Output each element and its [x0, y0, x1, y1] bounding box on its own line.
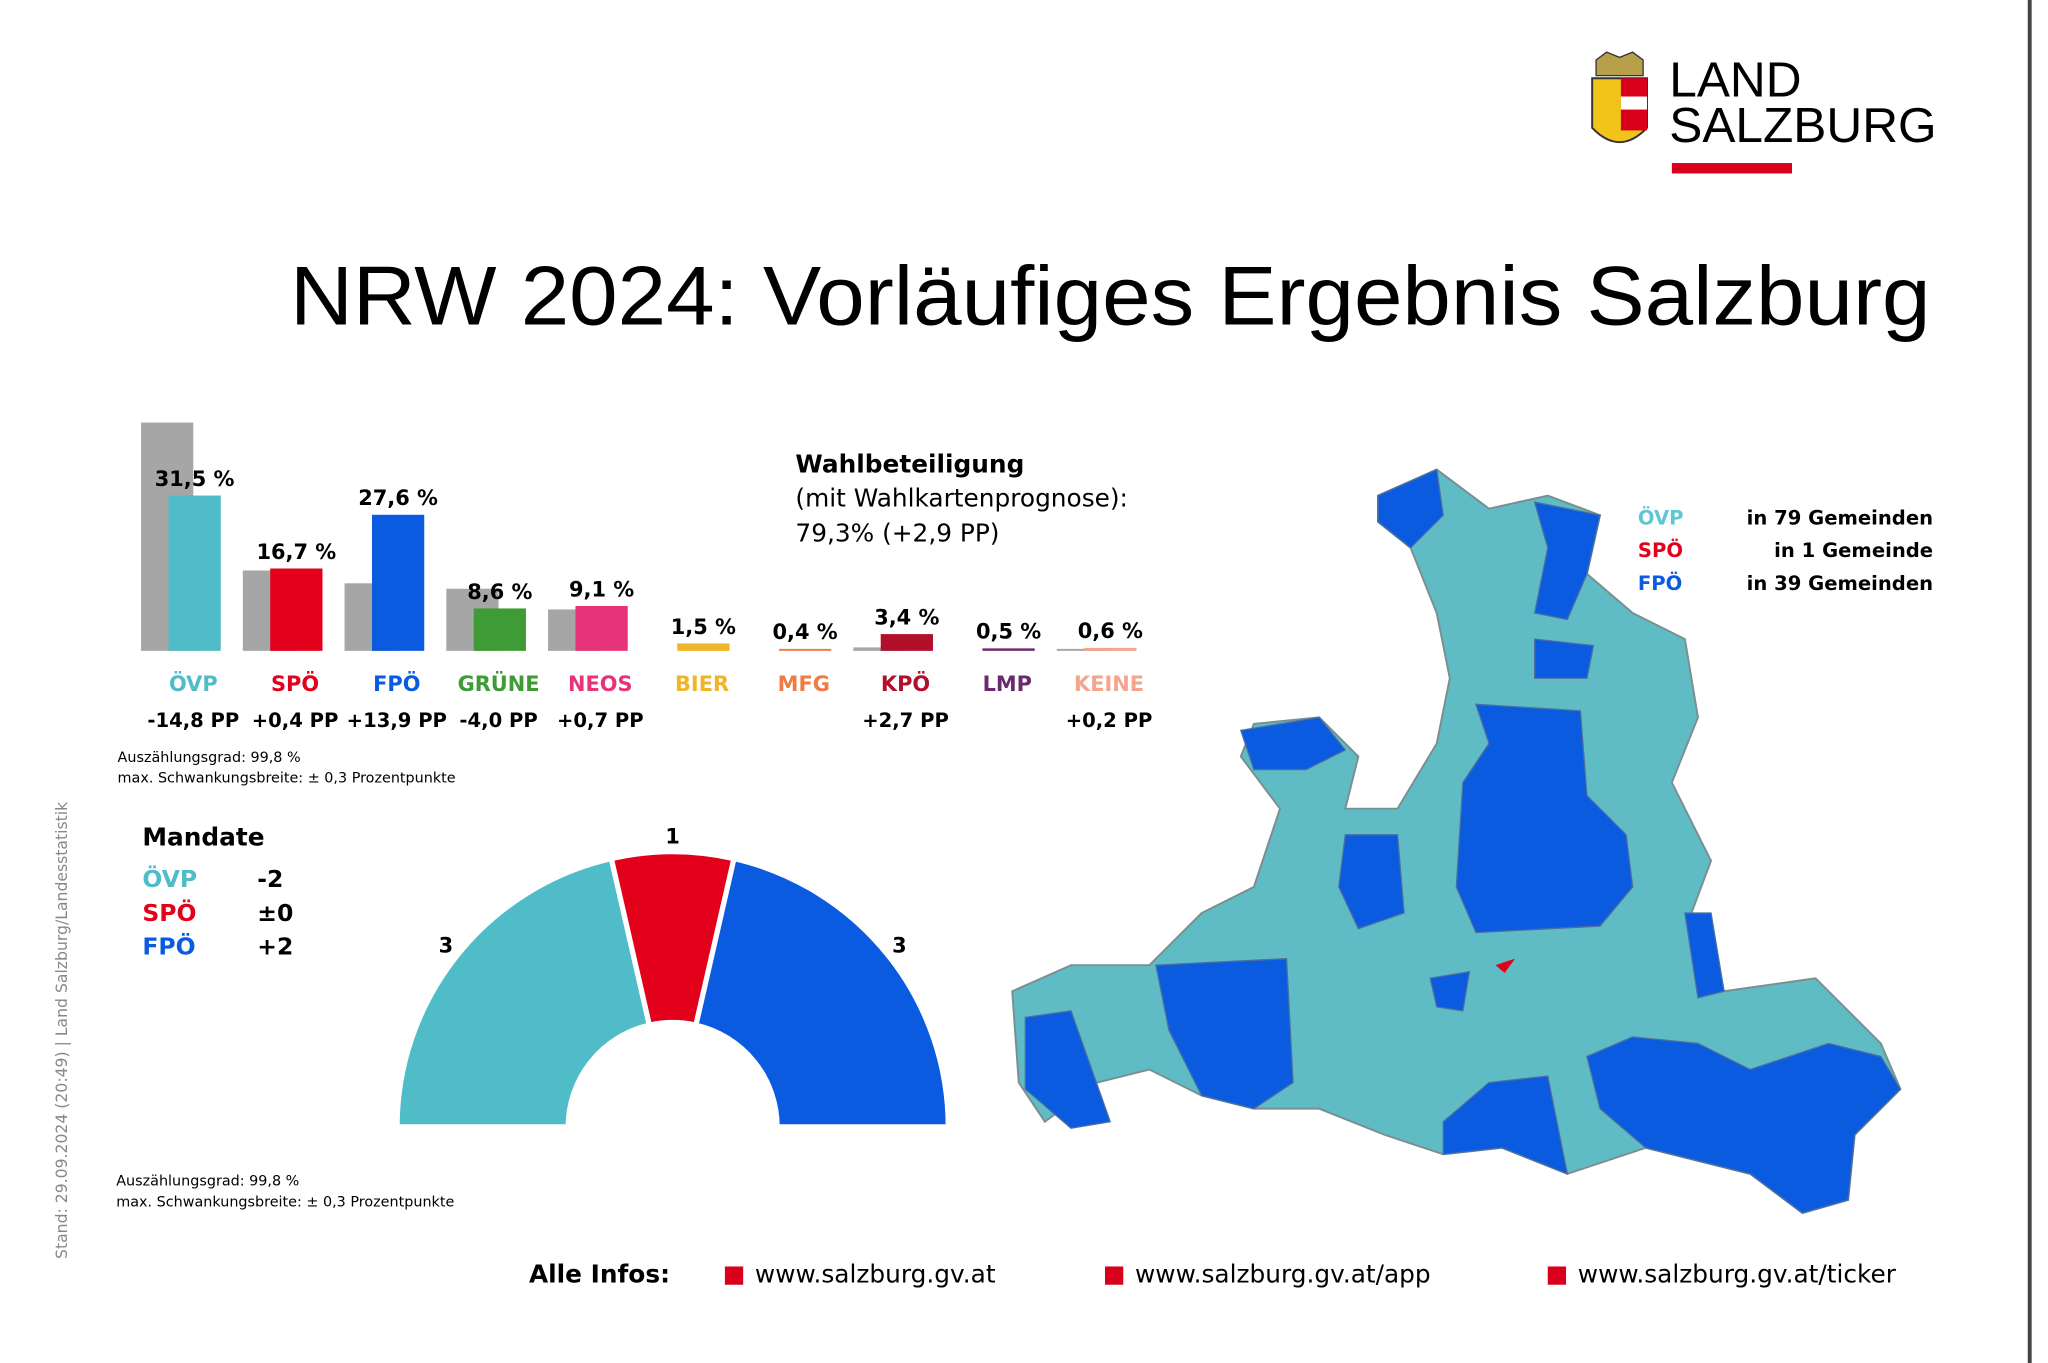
- bar: [677, 643, 730, 651]
- seat-label: 3: [439, 933, 454, 957]
- mandate-title: Mandate: [142, 823, 264, 852]
- category-label: GRÜNE: [458, 671, 540, 696]
- seat-label: 1: [665, 824, 680, 848]
- bar: [473, 608, 526, 651]
- note: max. Schwankungsbreite: ± 0,3 Prozentpun…: [116, 1195, 454, 1211]
- previous-bar: [1056, 648, 1110, 651]
- category-label: NEOS: [568, 672, 633, 696]
- seat-segment: [394, 855, 653, 1130]
- change-label: +0,4 PP: [252, 709, 339, 732]
- category-label: MFG: [778, 672, 830, 696]
- turnout-value: 79,3% (+2,9 PP): [795, 519, 999, 548]
- value-label: 31,5 %: [155, 467, 235, 491]
- bar: [371, 514, 425, 651]
- mandate-change: ±0: [257, 899, 293, 927]
- category-label: ÖVP: [169, 671, 218, 696]
- value-label: 1,5 %: [671, 615, 736, 639]
- mandate-party: ÖVP: [142, 865, 197, 893]
- change-label: +2,7 PP: [862, 709, 949, 732]
- category-label: KPÖ: [881, 671, 930, 696]
- bar: [778, 648, 832, 651]
- value-label: 0,5 %: [976, 620, 1041, 644]
- turnout-subtitle: (mit Wahlkartenprognose):: [795, 484, 1127, 513]
- coat-band: [1620, 96, 1648, 110]
- category-label: SPÖ: [271, 671, 319, 696]
- note: max. Schwankungsbreite: ± 0,3 Prozentpun…: [118, 771, 456, 787]
- map-legend-party: SPÖ: [1638, 538, 1683, 562]
- mandate-party: FPÖ: [142, 933, 195, 961]
- value-label: 0,4 %: [772, 620, 837, 644]
- bar: [982, 648, 1035, 651]
- mandate-party: SPÖ: [142, 899, 196, 927]
- link[interactable]: www.salzburg.gv.at/ticker: [1578, 1260, 1897, 1289]
- mandate-change: +2: [257, 933, 293, 961]
- value-label: 0,6 %: [1078, 619, 1143, 643]
- seat-label: 3: [892, 933, 907, 957]
- turnout-title: Wahlbeteiligung: [795, 450, 1024, 479]
- change-label: +0,2 PP: [1066, 709, 1153, 732]
- seat-segment: [692, 855, 951, 1130]
- previous-bar: [853, 647, 906, 651]
- logo-bar: [1671, 163, 1792, 174]
- map-legend-party: ÖVP: [1638, 506, 1684, 530]
- bar: [168, 495, 221, 651]
- fpoe-areas: [1024, 468, 1902, 1214]
- bar: [880, 634, 933, 651]
- bar: [270, 568, 323, 651]
- footer-label: Alle Infos:: [529, 1260, 670, 1289]
- change-label: +0,7 PP: [557, 709, 644, 732]
- change-label: -14,8 PP: [147, 709, 239, 732]
- category-label: FPÖ: [373, 671, 420, 696]
- value-label: 16,7 %: [256, 540, 336, 564]
- note: Auszählungsgrad: 99,8 %: [116, 1174, 299, 1190]
- map-legend-label: in 79 Gemeinden: [1747, 507, 1933, 530]
- category-label: BIER: [675, 672, 729, 696]
- logo-line1: LAND: [1669, 52, 1801, 108]
- link-bullet: [1104, 1266, 1124, 1285]
- footer: Alle Infos: www.salzburg.gv.at www.salzbu…: [529, 1260, 1897, 1289]
- footer-links: www.salzburg.gv.at www.salzburg.gv.at/app…: [724, 1260, 1897, 1289]
- link-bullet: [1547, 1266, 1567, 1285]
- category-label: LMP: [983, 672, 1032, 696]
- logo-line2: SALZBURG: [1669, 97, 1936, 153]
- change-label: -4,0 PP: [459, 709, 537, 732]
- map-legend-party: FPÖ: [1638, 571, 1682, 595]
- bar: [1084, 647, 1137, 651]
- link[interactable]: www.salzburg.gv.at: [755, 1260, 996, 1289]
- note: Auszählungsgrad: 99,8 %: [118, 750, 301, 766]
- mandate-change: -2: [257, 865, 283, 893]
- logo: LAND SALZBURG: [1591, 51, 1937, 174]
- value-label: 9,1 %: [569, 577, 634, 601]
- bar: [575, 605, 628, 651]
- side-note: Stand: 29.09.2024 (20:49) | Land Salzbur…: [52, 801, 71, 1259]
- map-legend-label: in 1 Gemeinde: [1774, 539, 1933, 562]
- crown: [1595, 51, 1644, 77]
- map-legend-label: in 39 Gemeinden: [1747, 572, 1933, 595]
- spoe-area: [1495, 958, 1516, 974]
- link[interactable]: www.salzburg.gv.at/app: [1135, 1260, 1431, 1289]
- value-label: 3,4 %: [874, 605, 939, 629]
- value-label: 8,6 %: [467, 580, 532, 604]
- value-label: 27,6 %: [358, 486, 438, 510]
- map: [1011, 468, 1902, 1215]
- title: NRW 2024: Vorläufiges Ergebnis Salzburg: [290, 249, 1930, 343]
- link-bullet: [724, 1266, 744, 1285]
- change-label: +13,9 PP: [347, 709, 447, 732]
- category-label: KEINE: [1074, 672, 1144, 696]
